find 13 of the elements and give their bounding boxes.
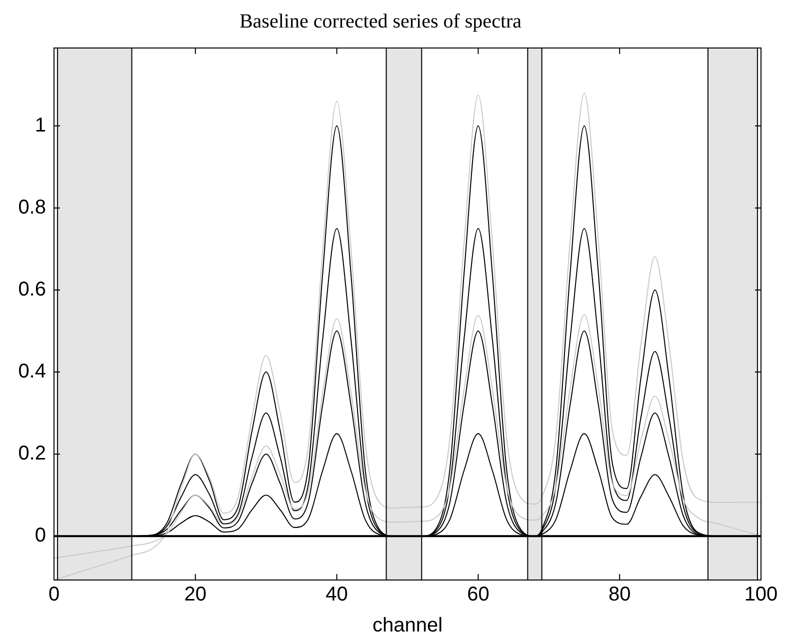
y-tick-label: 0.6 xyxy=(18,278,46,301)
x-tick-label: 100 xyxy=(744,584,778,606)
x-tick-label: 40 xyxy=(326,584,348,606)
y-tick-label: 0.2 xyxy=(18,442,46,465)
chart-title: Baseline corrected series of spectra xyxy=(239,10,522,32)
y-tick-label: 0 xyxy=(34,524,46,547)
y-tick-label: 1 xyxy=(34,114,46,136)
y-tick-label: 0.8 xyxy=(18,196,46,218)
x-axis-title: channel xyxy=(372,614,443,637)
x-tick-label: 60 xyxy=(467,584,490,606)
x-tick-label: 20 xyxy=(184,584,207,606)
y-tick-label: 0.4 xyxy=(18,360,46,383)
x-tick-label: 80 xyxy=(608,584,631,606)
